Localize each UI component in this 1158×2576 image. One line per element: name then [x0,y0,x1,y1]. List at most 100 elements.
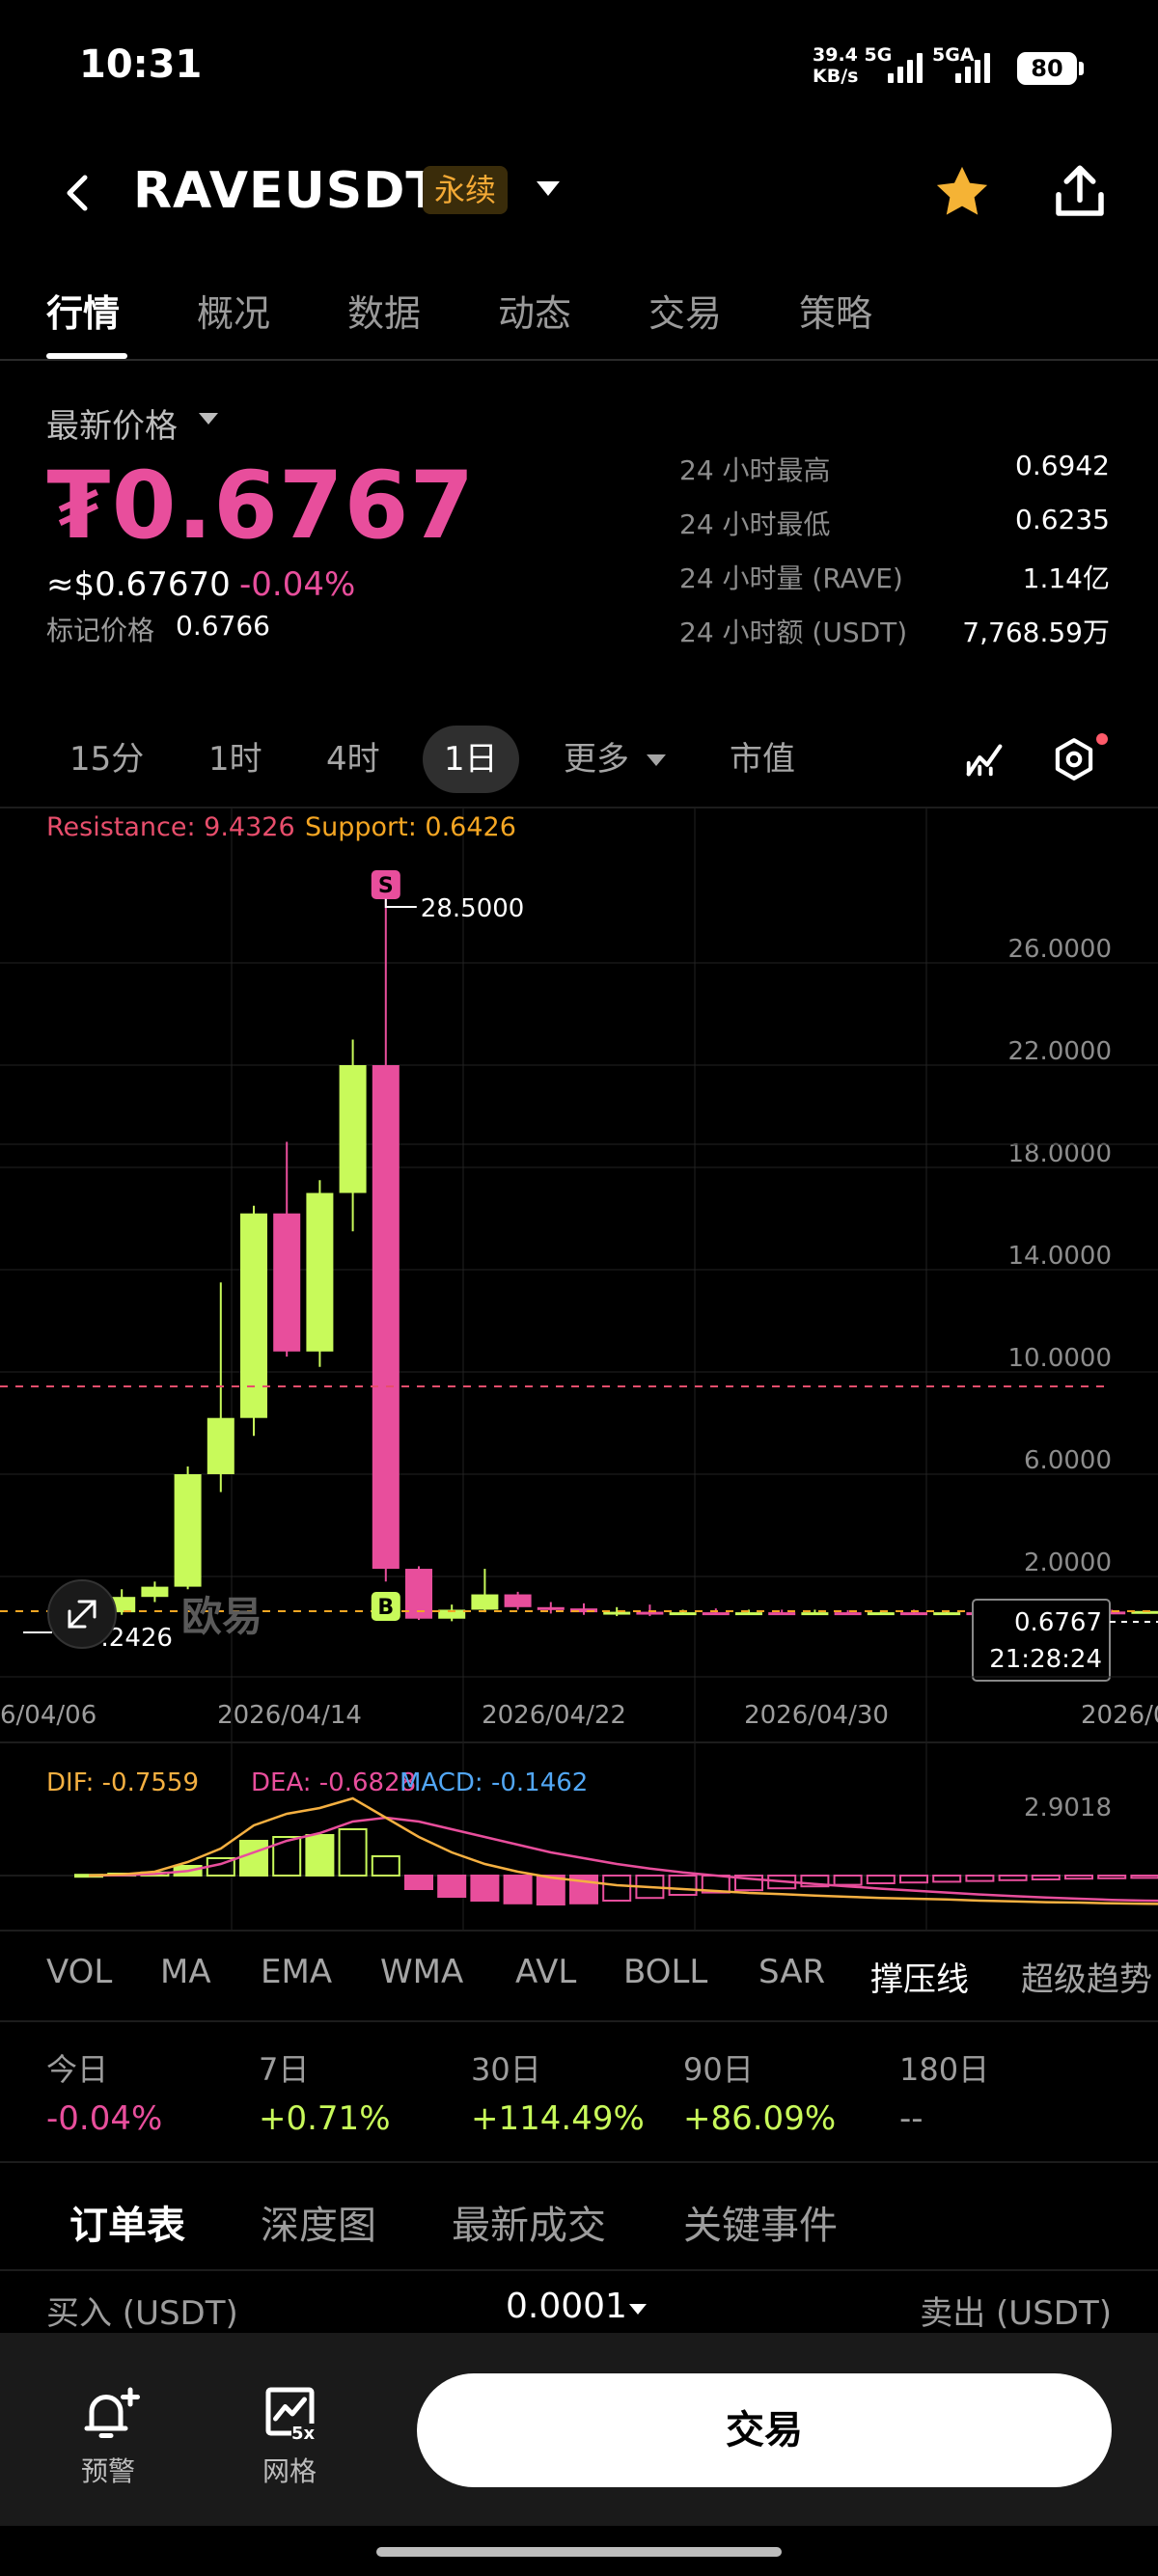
stat-row: 24 小时额 (USDT) 7,768.59万 [679,612,1110,666]
status-bar: 10:31 39.4 5G KB/s 5GA 80 [0,0,1158,135]
chart-area[interactable]: 26.0000 22.0000 18.0000 14.0000 10.0000 6.000… [0,807,1158,1932]
network-speed: 39.4 5G KB/s [813,44,892,87]
share-icon[interactable] [1048,160,1112,228]
macd-histogram-bar [536,1875,565,1905]
candle-body [273,1213,301,1352]
y-tick-label: 26.0000 [1007,935,1112,964]
stat-row: 24 小时最高 0.6942 [679,450,1110,504]
tab-data[interactable]: 数据 [347,292,422,335]
macd-histogram-bar [503,1875,533,1905]
indicator-ema[interactable]: EMA [261,1953,333,1991]
tab-latest-trades[interactable]: 最新成交 [452,2204,606,2248]
tab-news[interactable]: 动态 [498,292,572,335]
usd-price: ≈$0.67670 [46,565,231,604]
x-tick-label: 6/04/06 [0,1701,96,1730]
price-type-dropdown-icon[interactable] [199,413,218,425]
home-indicator[interactable] [376,2547,782,2557]
mark-price-value: 0.6766 [176,610,270,642]
macd-histogram-bar [371,1855,400,1877]
interval-4h[interactable]: 4时 [326,740,380,779]
buy-marker-label: B [377,1596,394,1620]
candlestick-chart[interactable]: 26.000022.000018.000014.000010.00006.000… [0,808,1158,1932]
favorite-star-icon[interactable] [930,160,994,228]
interval-1h[interactable]: 1时 [208,740,262,779]
current-price-tag [972,1599,1111,1682]
precision-selector[interactable]: 0.0001 [506,2287,627,2326]
macd-histogram-bar [305,1834,335,1877]
pair-title[interactable]: RAVEUSDT [133,162,441,220]
indicator-boll[interactable]: BOLL [623,1953,708,1991]
tab-depth-chart[interactable]: 深度图 [261,2204,376,2248]
orderbook-header: 买入 (USDT) 0.0001 卖出 (USDT) [0,2269,1158,2339]
tab-trade[interactable]: 交易 [648,292,723,335]
price-type-label[interactable]: 最新价格 [46,407,178,446]
sim2-label: 5GA [932,44,975,66]
perf-label: 7日 [259,2051,310,2088]
contract-badge: 永续 [423,166,509,214]
candle-body [240,1213,267,1418]
candle-body [174,1474,202,1587]
battery-icon: 80 [1017,52,1077,85]
buy-marker [371,1592,400,1621]
high-price-label: 28.5000 [421,894,525,923]
perf-value: -- [899,2099,924,2138]
buy-column-label: 买入 (USDT) [46,2294,238,2333]
candle-body [306,1192,334,1352]
sell-marker [371,870,400,899]
y-tick-label: 10.0000 [1007,1344,1112,1373]
macd-dea-line [88,1816,1158,1903]
candle-body [141,1586,169,1598]
candle-body [372,1065,400,1570]
macd-dea-label: DEA: -0.6828 [251,1768,416,1797]
indicator-tabs: VOL MA EMA WMA AVL BOLL SAR 撑压线 超级趋势 [0,1930,1158,2022]
price-change: -0.04% [239,565,356,604]
stat-label: 24 小时量 (RAVE) [679,562,903,594]
indicator-sar[interactable]: SAR [758,1953,826,1991]
macd-histogram-bar [272,1836,302,1877]
chart-settings-icon[interactable] [1050,735,1098,787]
pair-dropdown-icon[interactable] [537,181,560,196]
macd-value-label: MACD: -0.1462 [400,1768,588,1797]
stat-row: 24 小时量 (RAVE) 1.14亿 [679,558,1110,612]
last-price: ₮0.6767 [46,452,476,560]
candle-body [504,1594,532,1607]
indicator-supertrend[interactable]: 超级趋势 [1021,1960,1152,1999]
stat-label: 24 小时最低 [679,508,831,540]
signal-2-icon [955,48,990,83]
indicator-wma[interactable]: WMA [380,1953,464,1991]
interval-market-cap[interactable]: 市值 [730,740,795,779]
tab-strategy[interactable]: 策略 [799,292,873,335]
interval-1d[interactable]: 1日 [423,726,519,793]
watermark-text: 欧易 [181,1593,262,1640]
orderbook-tabs: 订单表 深度图 最新成交 关键事件 [0,2161,1158,2269]
performance-row: 今日 -0.04% 7日 +0.71% 30日 +114.49% 90日 +86.09%… [0,2045,1158,2161]
precision-dropdown-icon[interactable] [629,2304,647,2315]
tab-order-book[interactable]: 订单表 [69,2204,185,2248]
indicator-vol[interactable]: VOL [46,1953,113,1991]
interval-more[interactable]: 更多 [564,740,629,779]
grid-button[interactable]: 5x 网格 [261,2385,324,2489]
alert-button[interactable]: 预警 [79,2385,143,2489]
more-dropdown-icon[interactable] [647,754,666,766]
indicator-avl[interactable]: AVL [515,1953,577,1991]
tab-market[interactable]: 行情 [46,292,121,335]
interval-bar: 15分 1时 4时 1日 更多 市值 [0,726,1158,803]
indicator-ma[interactable]: MA [160,1953,211,1991]
interval-15m[interactable]: 15分 [69,740,145,779]
perf-label: 90日 [683,2051,754,2088]
candle-body [603,1611,631,1615]
tab-overview[interactable]: 概况 [197,292,271,335]
y-tick-label: 22.0000 [1007,1037,1112,1066]
tab-key-events[interactable]: 关键事件 [683,2204,838,2248]
x-tick-label: 2026/04/14 [217,1701,362,1730]
trade-button[interactable]: 交易 [417,2373,1112,2487]
perf-value: +114.49% [471,2099,645,2138]
macd-histogram-bar [1031,1875,1061,1880]
drawing-tool-icon[interactable] [963,737,1007,785]
grid-strategy-icon [265,2387,315,2436]
perf-value: -0.04% [46,2099,163,2138]
perf-30d: 30日 +114.49% [471,2045,645,2138]
y-tick-label: 6.0000 [1024,1446,1112,1475]
indicator-support-resistance[interactable]: 撑压线 [870,1960,969,1999]
back-button[interactable] [58,164,96,222]
